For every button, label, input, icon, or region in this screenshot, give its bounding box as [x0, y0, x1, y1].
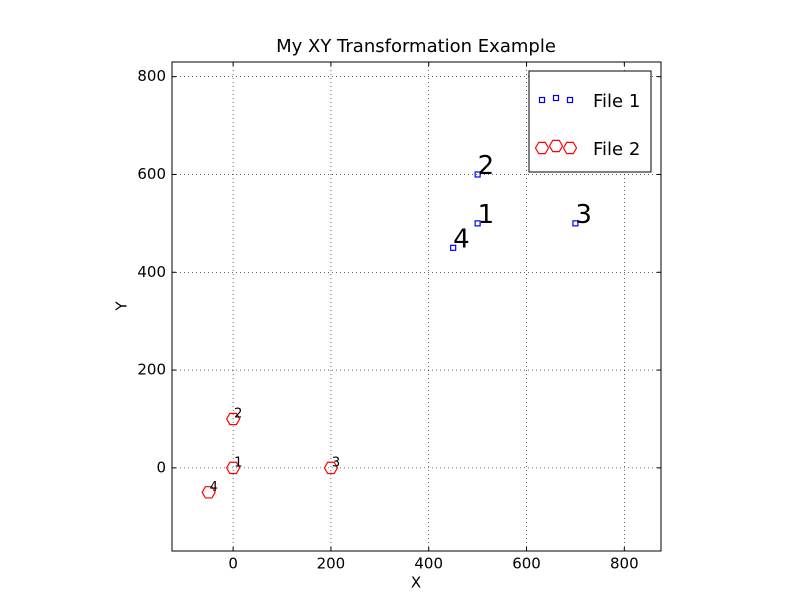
x-axis-label: X — [411, 574, 421, 592]
x-tick-label: 200 — [317, 555, 346, 573]
point-label: 2 — [478, 151, 495, 181]
y-tick-label: 600 — [137, 165, 166, 183]
x-tick-label: 800 — [610, 555, 639, 573]
legend-marker — [538, 96, 546, 104]
y-tick-label: 0 — [156, 458, 166, 476]
point-label: 4 — [453, 224, 470, 254]
legend-marker — [534, 141, 550, 155]
x-tick-label: 400 — [414, 555, 443, 573]
point-label: 3 — [332, 455, 340, 470]
y-tick-label: 800 — [137, 67, 166, 85]
x-tick-label: 600 — [512, 555, 541, 573]
marker — [225, 461, 241, 475]
legend-label: File 1 — [593, 91, 640, 112]
legend-label: File 2 — [593, 139, 640, 160]
y-axis-label: Y — [113, 301, 131, 312]
point-label: 3 — [575, 200, 592, 230]
plot-frame — [171, 61, 662, 552]
marker — [474, 220, 481, 227]
y-tick-label: 200 — [137, 361, 166, 379]
point-label: 1 — [234, 455, 242, 470]
legend-marker — [562, 141, 578, 155]
point-label: 1 — [478, 200, 495, 230]
y-tick-label: 400 — [137, 263, 166, 281]
chart-title: My XY Transformation Example — [276, 36, 556, 57]
marker — [572, 220, 579, 227]
legend-marker — [552, 94, 560, 102]
marker — [450, 244, 457, 251]
legend-box — [528, 70, 652, 173]
point-label: 4 — [210, 480, 218, 495]
marker — [474, 171, 481, 178]
marker — [323, 461, 339, 475]
x-tick-label: 0 — [228, 555, 238, 573]
marker — [225, 412, 241, 426]
legend-marker — [548, 139, 564, 153]
legend-marker — [566, 96, 574, 104]
point-label: 2 — [234, 406, 242, 421]
marker — [201, 486, 216, 499]
